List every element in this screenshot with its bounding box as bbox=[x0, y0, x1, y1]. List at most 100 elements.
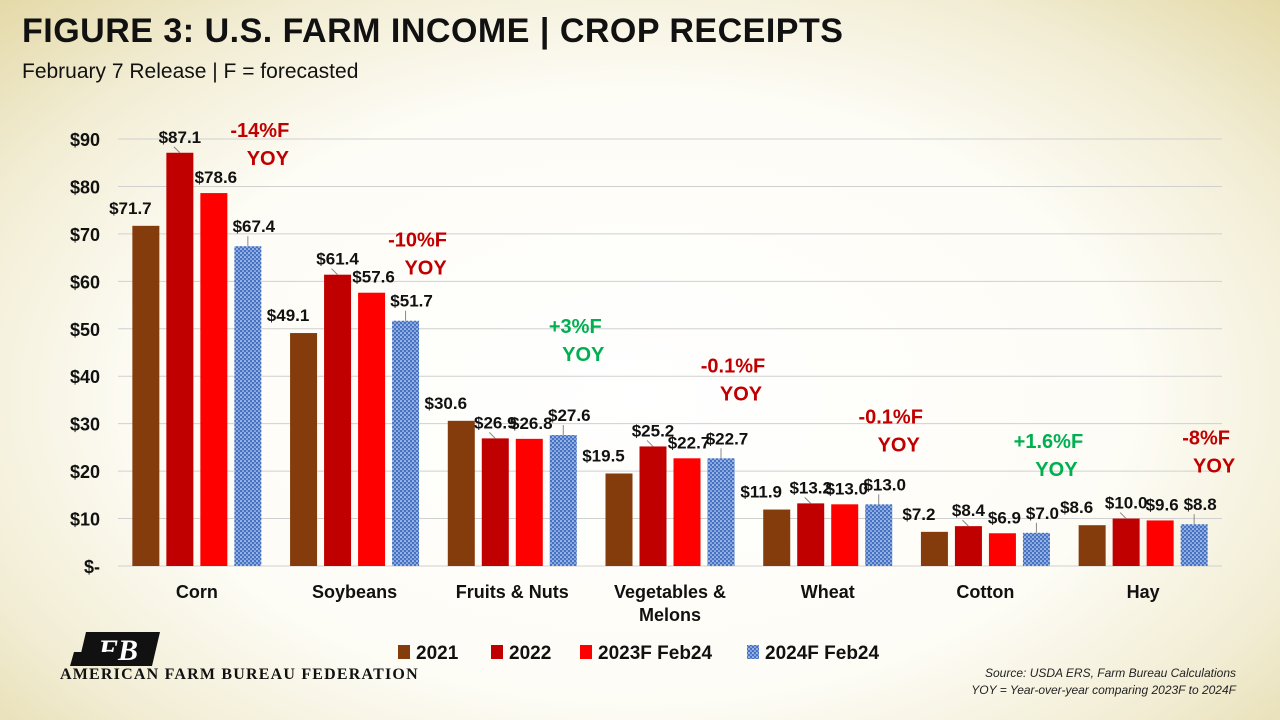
y-tick-label: $70 bbox=[70, 225, 100, 245]
legend-label: 2023F Feb24 bbox=[598, 643, 712, 664]
yoy-annotations: -14%F YOY -10%F YOY +3%F YOY -0.1%F YOY -0.1%F YO… bbox=[230, 120, 1236, 481]
yoy-percent: +3%F bbox=[549, 316, 602, 338]
y-tick-label: $40 bbox=[70, 367, 100, 387]
bar bbox=[1146, 520, 1174, 566]
legend-swatch bbox=[491, 645, 503, 659]
farm-bureau-logo-icon: FB bbox=[70, 632, 160, 667]
y-tick-label: $- bbox=[84, 557, 100, 577]
data-label: $13.2 bbox=[789, 478, 832, 497]
bar bbox=[865, 504, 893, 566]
y-tick-label: $50 bbox=[70, 320, 100, 340]
data-label: $30.6 bbox=[425, 394, 468, 413]
data-label: $10.0 bbox=[1105, 494, 1148, 513]
yoy-note: YOY = Year-over-year comparing 2023F to … bbox=[971, 683, 1236, 697]
bar bbox=[639, 446, 667, 566]
data-label: $87.1 bbox=[159, 128, 202, 147]
yoy-label: YOY bbox=[404, 258, 447, 280]
leader-line bbox=[331, 268, 338, 276]
category-label: Cotton bbox=[956, 582, 1014, 602]
y-tick-label: $20 bbox=[70, 462, 100, 482]
y-tick-label: $80 bbox=[70, 177, 100, 197]
data-label: $61.4 bbox=[316, 250, 359, 269]
leader-line bbox=[488, 432, 496, 439]
data-label: $26.9 bbox=[474, 413, 517, 432]
bar bbox=[1022, 532, 1050, 566]
leader-line bbox=[804, 497, 812, 504]
yoy-label: YOY bbox=[878, 434, 921, 456]
legend-swatch bbox=[580, 645, 592, 659]
data-label: $8.4 bbox=[952, 501, 986, 520]
bar bbox=[166, 152, 194, 566]
source-line: Source: USDA ERS, Farm Bureau Calculatio… bbox=[985, 666, 1236, 680]
data-label: $67.4 bbox=[233, 217, 276, 236]
yoy-percent: -8%F bbox=[1182, 428, 1230, 450]
leader-line bbox=[962, 519, 969, 527]
yoy-percent: -10%F bbox=[388, 230, 447, 252]
category-label: Corn bbox=[176, 582, 218, 602]
data-label: $13.0 bbox=[825, 479, 868, 498]
yoy-label: YOY bbox=[247, 148, 290, 170]
data-label: $78.6 bbox=[195, 168, 238, 187]
bar bbox=[1078, 525, 1106, 566]
category-label: Fruits & Nuts bbox=[456, 582, 569, 602]
category-label: Wheat bbox=[801, 582, 855, 602]
legend-swatch bbox=[398, 645, 410, 659]
legend-label: 2022 bbox=[509, 643, 551, 664]
category-label: Melons bbox=[639, 605, 701, 625]
data-label: $11.9 bbox=[740, 483, 782, 502]
data-label: $49.1 bbox=[267, 306, 310, 325]
data-label: $22.7 bbox=[668, 433, 711, 452]
bar bbox=[447, 420, 475, 566]
yoy-label: YOY bbox=[1035, 459, 1078, 481]
bar bbox=[358, 292, 386, 566]
bar bbox=[481, 438, 509, 566]
data-label: $7.0 bbox=[1026, 504, 1059, 523]
gridlines bbox=[118, 138, 1222, 567]
bar bbox=[132, 225, 160, 566]
legend-label: 2024F Feb24 bbox=[765, 643, 879, 664]
yoy-percent: -0.1%F bbox=[858, 406, 922, 428]
leader-line bbox=[646, 440, 654, 447]
data-label: $51.7 bbox=[390, 292, 433, 311]
bar bbox=[920, 531, 948, 566]
y-tick-label: $30 bbox=[70, 415, 100, 435]
data-label: $71.7 bbox=[109, 199, 152, 218]
data-label: $8.8 bbox=[1184, 495, 1217, 514]
bar bbox=[392, 320, 420, 566]
y-tick-label: $10 bbox=[70, 510, 100, 530]
yoy-label: YOY bbox=[562, 344, 605, 366]
legend-label: 2021 bbox=[416, 643, 459, 664]
data-labels: $71.7 $87.1 $78.6 $67.4 $49.1 $61.4$57.6 $51.7… bbox=[109, 128, 1217, 528]
yoy-percent: -14%F bbox=[230, 120, 289, 142]
leader-line bbox=[1119, 512, 1127, 519]
page-subtitle: February 7 Release | F = forecasted bbox=[22, 60, 359, 83]
data-label: $27.6 bbox=[548, 406, 591, 425]
bar bbox=[605, 473, 633, 566]
label-leader-lines bbox=[173, 146, 1195, 533]
legend: 2021 2022 2023F Feb24 2024F Feb24 bbox=[398, 643, 879, 664]
category-label: Hay bbox=[1127, 582, 1160, 602]
bar bbox=[290, 333, 318, 566]
y-tick-label: $90 bbox=[70, 130, 100, 150]
data-label: $8.6 bbox=[1060, 498, 1093, 517]
bar bbox=[831, 504, 859, 566]
bar bbox=[1112, 518, 1140, 566]
data-label: $19.5 bbox=[582, 446, 625, 465]
bar bbox=[549, 435, 577, 566]
category-label: Vegetables & bbox=[614, 582, 726, 602]
bar bbox=[324, 274, 352, 566]
legend-swatch bbox=[747, 645, 759, 659]
data-label: $25.2 bbox=[632, 421, 675, 440]
data-label: $22.7 bbox=[706, 429, 749, 448]
afbf-logo: FB AMERICAN FARM BUREAU FEDERATION bbox=[60, 630, 480, 690]
data-label: $6.9 bbox=[988, 508, 1021, 527]
bar bbox=[673, 458, 701, 566]
data-label: $57.6 bbox=[352, 268, 395, 287]
bar bbox=[515, 438, 543, 566]
y-tick-label: $60 bbox=[70, 272, 100, 292]
bar bbox=[1180, 524, 1208, 566]
data-label: $13.0 bbox=[863, 475, 906, 494]
bar bbox=[954, 526, 982, 566]
x-axis: Corn Soybeans Fruits & Nuts Vegetables & Mel… bbox=[176, 582, 1160, 625]
bar bbox=[763, 509, 791, 566]
